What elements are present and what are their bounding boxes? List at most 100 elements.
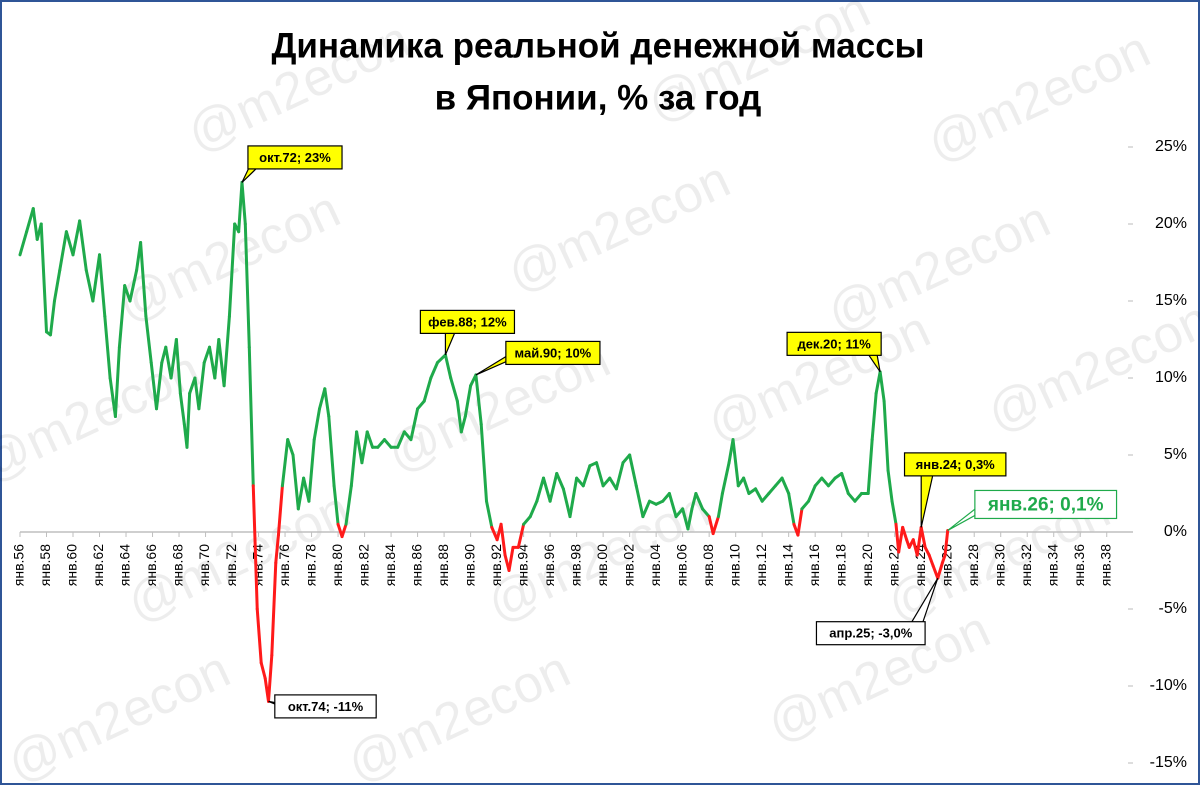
line-segment xyxy=(455,399,463,434)
x-tick-label: янв.78 xyxy=(302,544,318,586)
y-tick-label: 25% xyxy=(1155,138,1187,155)
line-segment xyxy=(760,492,771,503)
callout-box xyxy=(903,452,1007,477)
x-tick-label: янв.34 xyxy=(1044,544,1060,586)
line-segment xyxy=(897,525,905,554)
line-segment xyxy=(39,222,49,334)
line-segment xyxy=(266,653,274,703)
x-tick-label: янв.12 xyxy=(753,544,769,586)
line-segment xyxy=(327,415,336,488)
line-segment xyxy=(144,314,153,365)
x-tick-label: янв.80 xyxy=(329,544,345,586)
line-segment xyxy=(307,438,316,503)
line-segment xyxy=(742,476,751,495)
callout-label: май.90; 10% xyxy=(515,345,592,360)
line-segment xyxy=(340,522,348,539)
line-segment xyxy=(164,345,173,380)
line-segment xyxy=(548,471,559,503)
line-segment xyxy=(71,219,82,257)
line-segment xyxy=(243,222,251,349)
x-tick-label: янв.32 xyxy=(1018,544,1034,586)
line-segment xyxy=(581,464,592,488)
x-tick-label: янв.58 xyxy=(37,544,53,586)
line-segment xyxy=(787,492,796,526)
x-tick-label: янв.26 xyxy=(938,544,954,586)
x-tick-label: янв.86 xyxy=(408,544,424,586)
line-segment xyxy=(754,487,764,503)
x-tick-label: янв.62 xyxy=(90,544,106,586)
line-segment xyxy=(731,438,740,488)
callout-box xyxy=(974,489,1118,520)
line-segment xyxy=(463,384,473,418)
line-segment xyxy=(459,415,467,434)
line-segment xyxy=(886,468,894,503)
line-segment xyxy=(890,499,898,526)
line-segment xyxy=(499,522,507,557)
line-segment xyxy=(915,525,923,557)
chart-title: Динамика реальной денежной массы xyxy=(271,26,924,65)
line-segment xyxy=(720,461,731,495)
x-tick-label: янв.98 xyxy=(567,544,583,586)
line-segment xyxy=(773,476,784,488)
x-tick-label: янв.92 xyxy=(488,544,504,586)
x-tick-label: янв.04 xyxy=(647,544,663,586)
line-segment xyxy=(820,476,830,488)
line-segment xyxy=(628,453,638,488)
callout-label: фев.88; 12% xyxy=(428,314,507,329)
line-segment xyxy=(528,499,539,519)
line-segment xyxy=(31,207,39,241)
x-tick-label: янв.10 xyxy=(726,544,742,586)
y-tick-label: -5% xyxy=(1159,600,1187,617)
line-segment xyxy=(846,492,857,503)
line-segment xyxy=(813,476,824,488)
line-segment xyxy=(840,471,850,495)
line-segment xyxy=(853,492,864,503)
y-tick-label: 20% xyxy=(1155,215,1187,232)
line-segment xyxy=(178,391,186,426)
x-tick-label: янв.66 xyxy=(143,544,159,586)
line-segment xyxy=(435,353,447,365)
line-segment xyxy=(516,522,526,549)
line-segment xyxy=(349,430,359,488)
line-segment xyxy=(155,361,164,411)
x-tick-label: янв.96 xyxy=(541,544,557,586)
callout-label: янв.26; 0,1% xyxy=(987,494,1104,515)
callout-box xyxy=(274,694,377,719)
line-segment xyxy=(98,253,107,318)
line-segment xyxy=(541,476,552,503)
x-tick-label: янв.02 xyxy=(620,544,636,586)
line-segment xyxy=(901,525,909,542)
line-segment xyxy=(943,528,950,557)
x-tick-label: янв.84 xyxy=(382,544,398,586)
line-segment xyxy=(595,461,605,488)
line-segment xyxy=(416,399,426,411)
line-segment xyxy=(694,492,705,511)
callout-box xyxy=(247,145,343,170)
callout-box xyxy=(419,309,516,334)
line-segment xyxy=(376,438,386,449)
x-tick-label: янв.60 xyxy=(64,544,80,586)
line-segment xyxy=(227,222,237,318)
callout-label: янв.24; 0,3% xyxy=(916,457,996,472)
line-segment xyxy=(796,507,804,537)
line-segment xyxy=(443,353,453,380)
line-segment xyxy=(690,492,698,511)
callout-box xyxy=(786,331,882,356)
line-segment xyxy=(535,476,545,503)
x-tick-label: янв.22 xyxy=(885,544,901,586)
callout-label: апр.25; -3,0% xyxy=(829,626,912,641)
y-tick-label: 0% xyxy=(1164,523,1187,540)
x-tick-label: янв.64 xyxy=(117,544,133,586)
x-tick-label: янв.08 xyxy=(700,544,716,586)
line-segment xyxy=(197,361,206,411)
x-tick-label: янв.30 xyxy=(991,544,1007,586)
x-tick-label: янв.16 xyxy=(806,544,822,586)
line-segment xyxy=(274,533,280,565)
line-segment xyxy=(259,661,267,680)
line-segment xyxy=(396,430,406,449)
x-tick-label: янв.88 xyxy=(435,544,451,586)
line-segment xyxy=(711,515,720,536)
line-segment xyxy=(113,345,121,418)
line-segment xyxy=(826,476,837,488)
line-segment xyxy=(878,370,886,403)
